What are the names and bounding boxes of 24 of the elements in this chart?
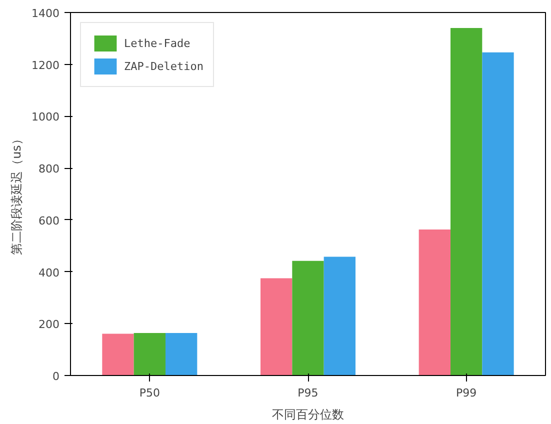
bar [134,332,166,376]
bar [166,332,198,376]
bar [292,260,324,376]
bar [482,52,514,376]
bar [102,334,134,376]
y-tick-label: 800 [38,162,60,176]
x-tick-label: P95 [298,386,318,400]
y-tick-label: 400 [38,266,60,280]
y-tick-label: 200 [38,318,60,332]
y-tick-label: 0 [52,370,60,383]
y-tick-label: 1400 [32,7,60,20]
x-axis-title: 不同百分位数 [272,408,344,422]
y-axis-title: 第二阶段读延迟（us） [10,133,24,255]
y-tick-label: 600 [38,214,60,228]
y-tick-label: 1200 [32,58,60,72]
legend-label: ZAP-Deletion [124,60,204,72]
x-tick-label: P99 [456,386,477,400]
y-tick-label: 1000 [32,110,60,124]
bar [324,256,356,376]
bar [418,230,450,376]
legend-label: Lethe-Fade [124,36,190,50]
bar [260,278,292,376]
bar [450,28,482,376]
x-tick-label: P50 [139,386,160,400]
